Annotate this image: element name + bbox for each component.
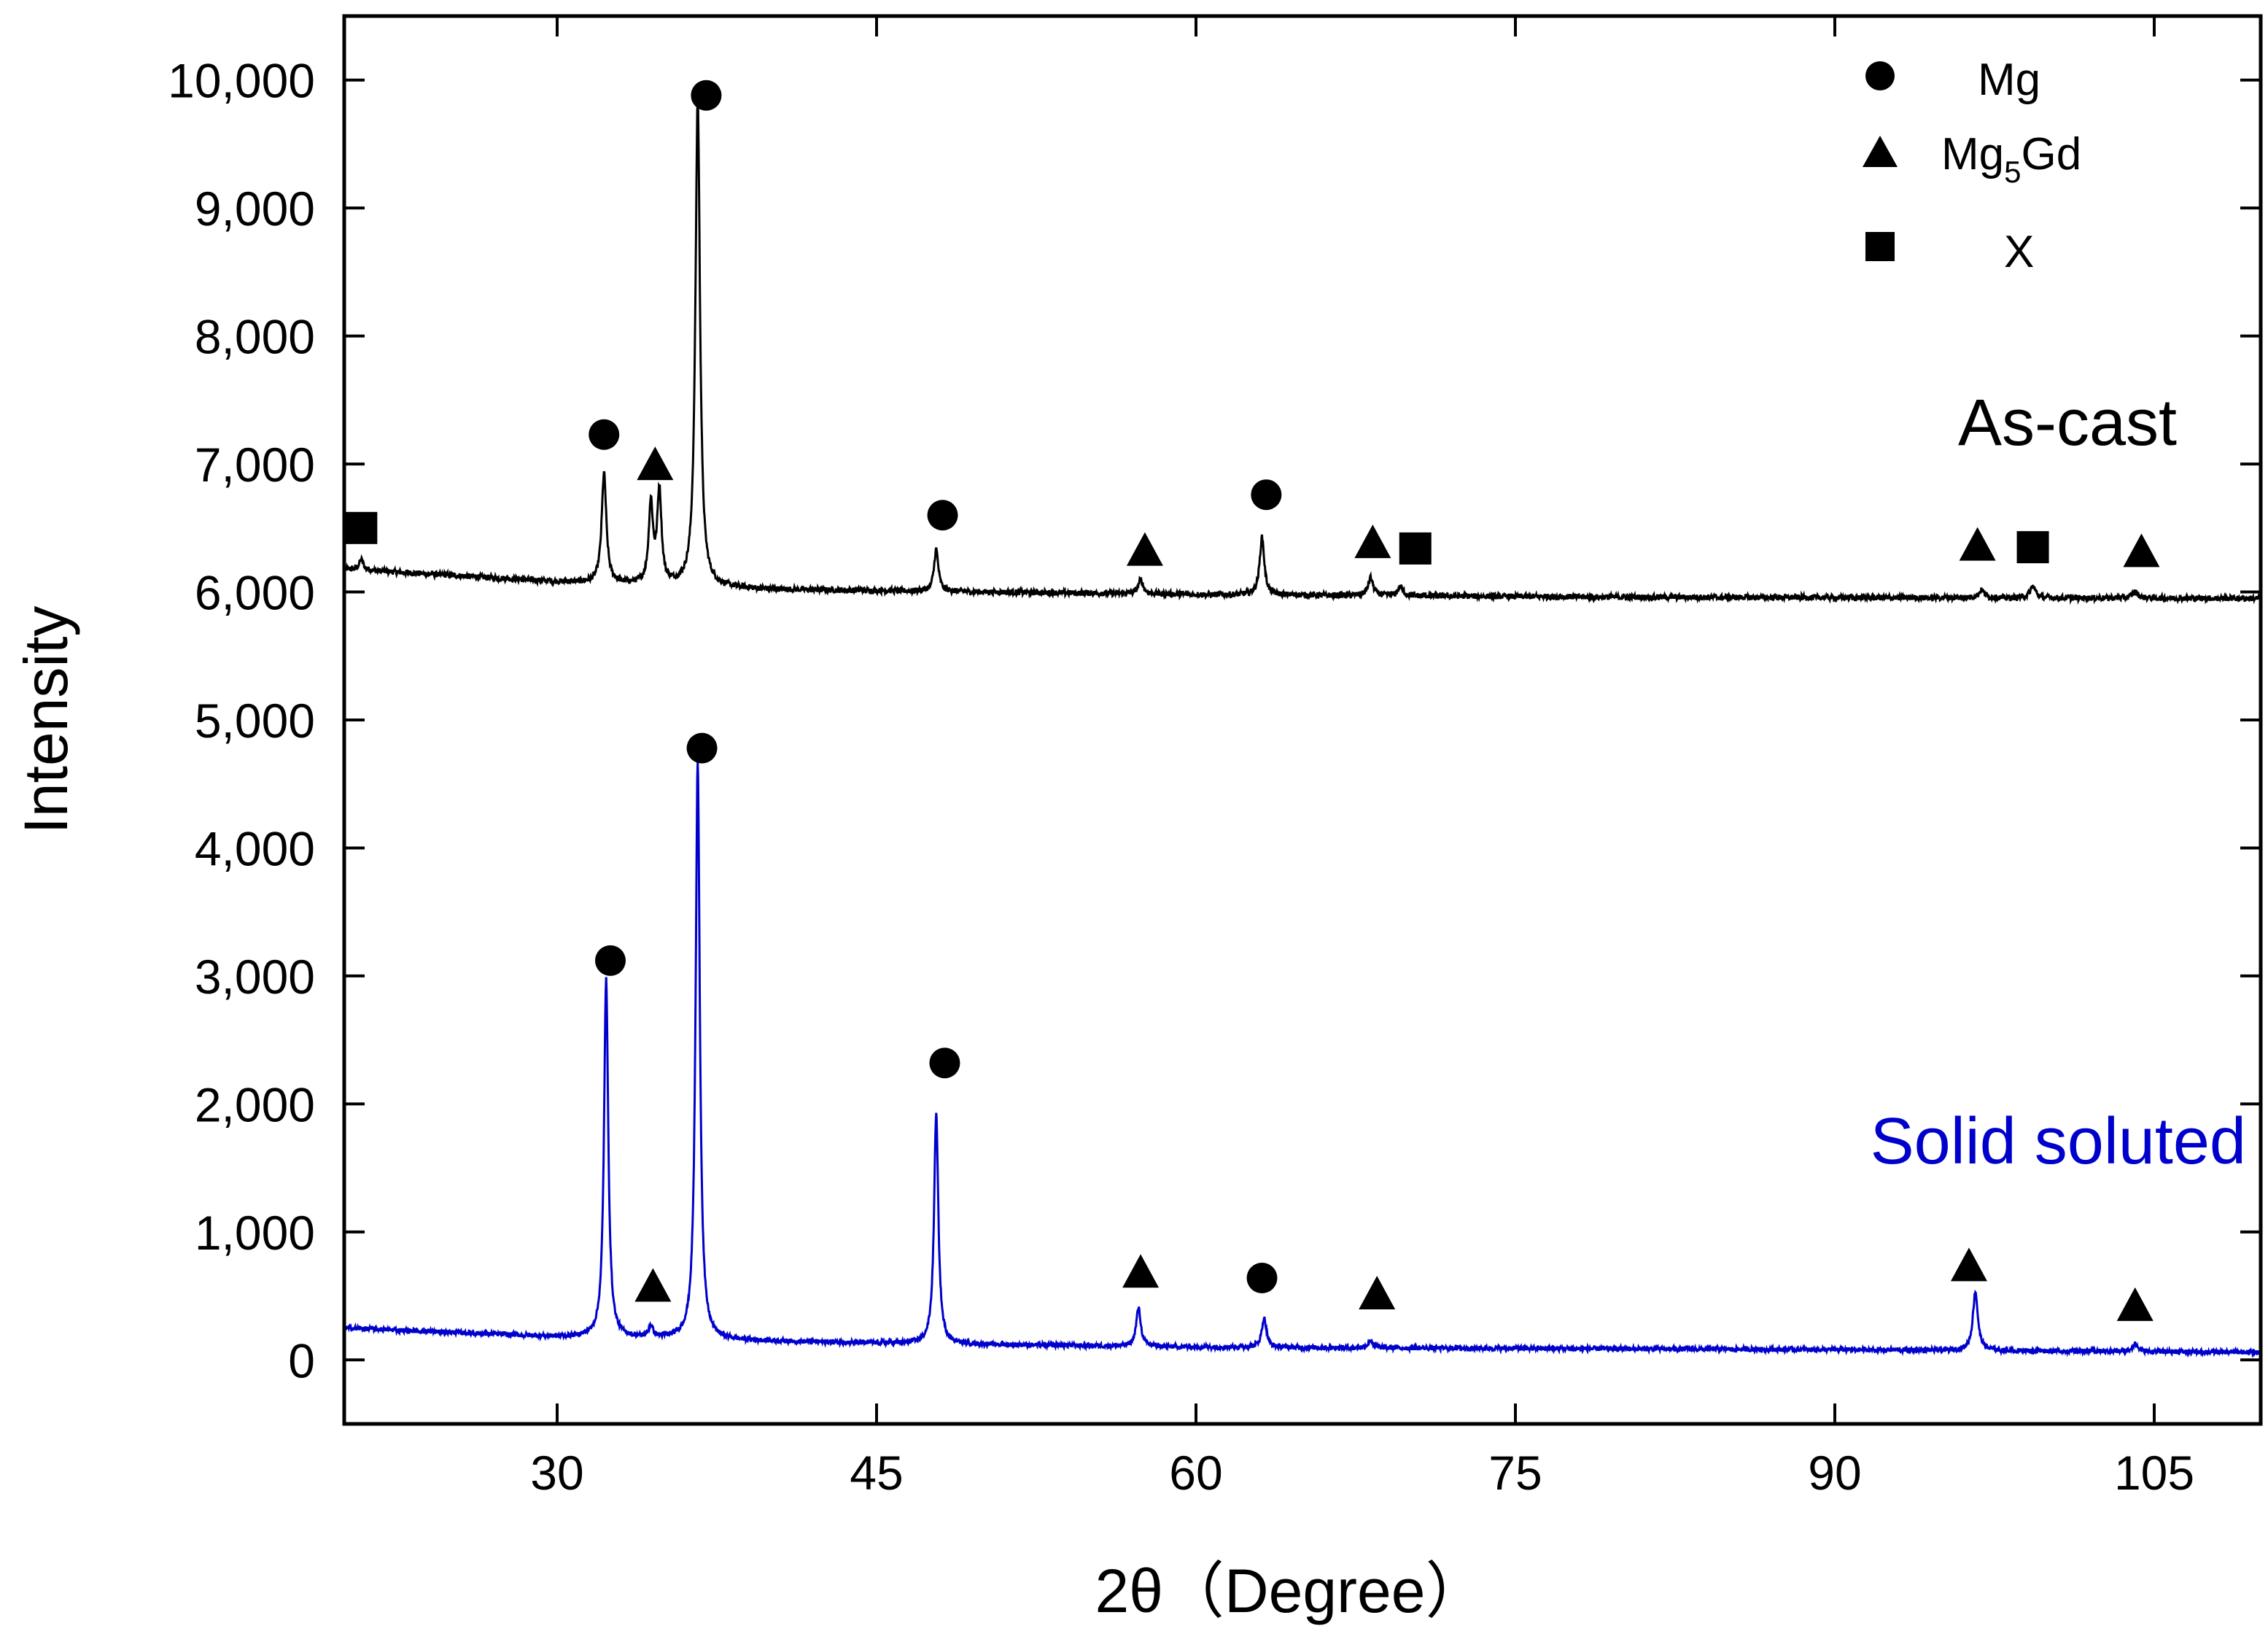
phase-marker-mg5gd: [637, 446, 674, 481]
phase-marker-mg: [1251, 479, 1282, 511]
y-tick-label: 7,000: [195, 438, 315, 492]
legend-square-marker: [1865, 232, 1895, 261]
phase-marker-mg: [686, 732, 718, 764]
phase-marker-mg5gd: [1950, 1247, 1987, 1282]
x-axis-title: 2θ（Degree）: [1095, 1557, 1487, 1625]
y-tick-label: 10,000: [168, 54, 315, 108]
series-line-solid-soluted: [344, 762, 2261, 1358]
phase-marker-mg: [1246, 1262, 1278, 1293]
y-tick-label: 4,000: [195, 821, 315, 875]
y-tick-label: 8,000: [195, 310, 315, 364]
phase-marker-mg: [929, 1047, 960, 1079]
x-tick-label: 45: [850, 1446, 903, 1500]
phase-marker-mg5gd: [2116, 1287, 2154, 1321]
phase-marker-mg5gd: [1959, 527, 1996, 561]
y-tick-label: 1,000: [195, 1206, 315, 1260]
x-tick-label: 75: [1488, 1446, 1542, 1500]
phase-marker-mg5gd: [1126, 532, 1163, 566]
x-tick-label: 105: [2114, 1446, 2194, 1500]
x-tick-label: 90: [1808, 1446, 1861, 1500]
x-tick-label: 60: [1169, 1446, 1222, 1500]
phase-marker-mg: [691, 80, 722, 111]
legend-circle-marker: [1865, 61, 1895, 90]
y-tick-label: 9,000: [195, 182, 315, 236]
plot-frame: [342, 14, 2263, 1426]
phase-marker-mg5gd: [1354, 524, 1391, 559]
y-axis-title: Intensity: [12, 606, 80, 834]
phase-marker-mg5gd: [634, 1268, 672, 1302]
phase-marker-mg5gd: [1122, 1254, 1160, 1288]
phase-marker-mg: [589, 419, 620, 450]
y-tick-label: 0: [288, 1333, 315, 1387]
solid-soluted-label: Solid soluted: [1871, 1105, 2246, 1178]
phase-marker-mg5gd: [2123, 533, 2160, 568]
y-tick-label: 3,000: [195, 950, 315, 1004]
x-tick-label: 30: [530, 1446, 583, 1500]
as-cast-label: As-cast: [1958, 387, 2177, 460]
phase-marker-mg5gd: [1359, 1276, 1396, 1310]
phase-marker-x: [345, 511, 378, 544]
legend: Mg Mg5Gd X: [1863, 55, 2081, 277]
phase-marker-mg: [927, 500, 958, 531]
phase-marker-x: [2016, 531, 2049, 564]
y-tick-label: 6,000: [195, 566, 315, 620]
legend-label-mg5gd: Mg5Gd: [1941, 129, 2081, 189]
y-tick-label: 2,000: [195, 1077, 315, 1131]
phase-marker-x: [1399, 532, 1432, 565]
y-tick-label: 5,000: [195, 694, 315, 748]
legend-label-x: X: [2004, 227, 2034, 277]
legend-triangle-marker: [1863, 136, 1898, 167]
phase-marker-mg: [595, 945, 626, 976]
legend-label-mg: Mg: [1978, 55, 2040, 105]
series-line-as-cast: [344, 100, 2261, 605]
